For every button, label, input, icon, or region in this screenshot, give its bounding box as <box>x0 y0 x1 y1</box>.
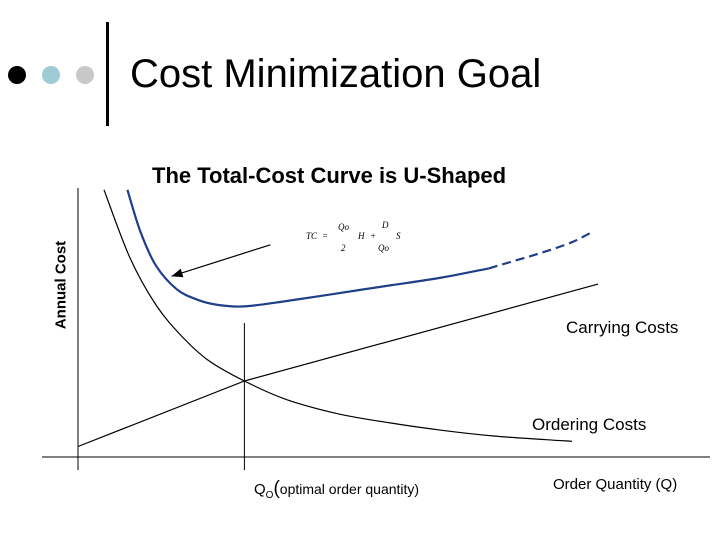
bullet-dot-gray <box>76 66 94 84</box>
ordering-costs-label: Ordering Costs <box>532 415 647 434</box>
formula-equals: = <box>322 231 329 241</box>
optimal-q-subscript: O <box>265 490 274 501</box>
formula-plus: + <box>370 231 377 241</box>
optimal-q-text: optimal order quantity) <box>279 481 420 497</box>
formula-q-numerator: Qo <box>338 222 349 232</box>
optimal-q-paren: ( <box>273 478 280 499</box>
formula-q-denominator: Qo <box>378 243 389 253</box>
optimal-q-letter: Q <box>254 481 266 498</box>
slide-title: Cost Minimization Goal <box>130 52 542 96</box>
optimal-quantity-label: QO(optimal order quantity) <box>254 478 420 501</box>
total-cost-curve <box>126 189 490 308</box>
carrying-costs-label: Carrying Costs <box>566 318 679 337</box>
total-cost-extension-dashed <box>488 230 594 270</box>
formula-arrow-head <box>171 268 184 278</box>
formula-tc: TC <box>306 231 318 241</box>
total-cost-formula: TC = Qo 2 H + D Qo S <box>306 217 414 263</box>
formula-two: 2 <box>341 243 346 253</box>
carrying-cost-line <box>77 283 599 448</box>
formula-d: D <box>382 220 389 230</box>
ordering-cost-curve <box>103 189 573 442</box>
formula-s: S <box>396 231 401 241</box>
x-axis-label: Order Quantity (Q) <box>553 476 678 493</box>
formula-arrow <box>171 244 271 277</box>
bullet-dot-teal <box>42 66 60 84</box>
formula-h: H <box>358 231 365 241</box>
chart-title: The Total-Cost Curve is U-Shaped <box>152 163 507 188</box>
bullet-dot-dark <box>8 66 26 84</box>
title-divider <box>106 22 109 126</box>
